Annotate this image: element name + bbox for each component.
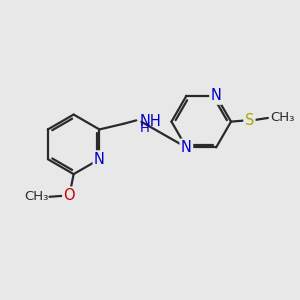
Text: NH: NH — [139, 114, 161, 129]
Text: S: S — [245, 113, 254, 128]
Text: CH₃: CH₃ — [24, 190, 48, 203]
Text: N: N — [181, 140, 192, 155]
Text: O: O — [64, 188, 75, 203]
Text: H: H — [139, 122, 149, 135]
Text: N: N — [211, 88, 222, 104]
Text: N: N — [94, 152, 105, 167]
Text: CH₃: CH₃ — [271, 112, 295, 124]
